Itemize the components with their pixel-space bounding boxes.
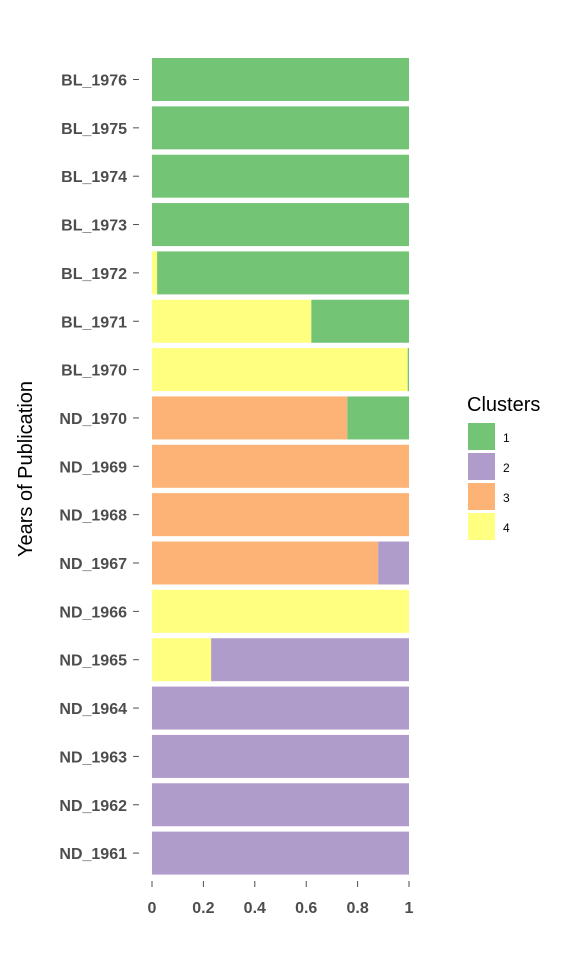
bar-segment-ND_1970-cluster-1 [347,396,409,440]
bar-segment-BL_1973-cluster-1 [152,203,409,247]
y-tick-label: ND_1963 [59,749,127,766]
y-tick-label: BL_1970 [61,363,127,380]
x-tick-label: 0.2 [192,900,214,917]
bar-segment-BL_1970-cluster-4 [152,348,408,392]
bar-segment-BL_1971-cluster-1 [311,299,409,343]
legend-swatch-2 [468,453,495,480]
bar-segment-ND_1966-cluster-4 [152,589,409,633]
y-tick-label: ND_1962 [59,798,127,815]
y-tick-label: ND_1966 [59,604,127,621]
legend-title: Clusters [467,394,540,416]
y-tick-label: ND_1964 [59,701,127,718]
y-axis: BL_1976 BL_1975 BL_1974 BL_1973 BL_1972 BL_19… [59,73,139,863]
bar-segment-BL_1972-cluster-1 [157,251,409,295]
bar-segment-BL_1974-cluster-1 [152,154,409,198]
y-tick-label: ND_1968 [59,508,127,525]
legend: Clusters 1 2 3 4 [467,394,540,540]
bar-segment-ND_1965-cluster-4 [152,638,212,682]
y-axis-title: Years of Publication [15,381,37,557]
legend-label-3: 3 [503,491,510,505]
y-tick-label: ND_1970 [59,411,127,428]
bars-group [152,58,409,875]
bar-segment-ND_1962-cluster-2 [152,783,409,827]
bar-segment-ND_1970-cluster-3 [152,396,348,440]
legend-swatch-1 [468,423,495,450]
y-tick-label: BL_1974 [61,169,127,186]
y-tick-label: BL_1975 [61,121,127,138]
y-tick-label: ND_1961 [59,846,127,863]
x-tick-label: 0.6 [295,900,317,917]
bar-segment-BL_1972-cluster-4 [152,251,158,295]
bar-segment-ND_1963-cluster-2 [152,734,409,778]
bar-segment-BL_1971-cluster-4 [152,299,312,343]
y-tick-label: BL_1971 [61,314,127,331]
legend-label-1: 1 [503,431,510,445]
y-tick-label: ND_1969 [59,459,127,476]
x-tick-label: 0.8 [346,900,368,917]
bar-segment-ND_1969-cluster-3 [152,444,409,488]
x-tick-label: 0 [148,900,157,917]
legend-swatch-3 [468,483,495,510]
bar-segment-BL_1970-cluster-1 [407,348,409,392]
bar-segment-ND_1965-cluster-2 [211,638,409,682]
y-tick-label: BL_1976 [61,73,127,90]
y-tick-label: BL_1973 [61,218,127,235]
bar-segment-ND_1967-cluster-3 [152,541,379,585]
bar-segment-ND_1964-cluster-2 [152,686,409,730]
x-axis: 0 0.2 0.4 0.6 0.8 1 [148,881,414,917]
bar-segment-BL_1976-cluster-1 [152,58,409,101]
legend-label-2: 2 [503,461,510,475]
y-tick-label: ND_1965 [59,653,127,670]
legend-label-4: 4 [503,521,510,535]
bar-segment-ND_1961-cluster-2 [152,831,409,875]
bar-segment-BL_1975-cluster-1 [152,106,409,150]
x-tick-label: 0.4 [244,900,266,917]
bar-segment-ND_1967-cluster-2 [378,541,409,585]
y-tick-label: BL_1972 [61,266,127,283]
y-tick-label: ND_1967 [59,556,127,573]
x-tick-label: 1 [405,900,414,917]
legend-swatch-4 [468,513,495,540]
bar-segment-ND_1968-cluster-3 [152,493,409,537]
